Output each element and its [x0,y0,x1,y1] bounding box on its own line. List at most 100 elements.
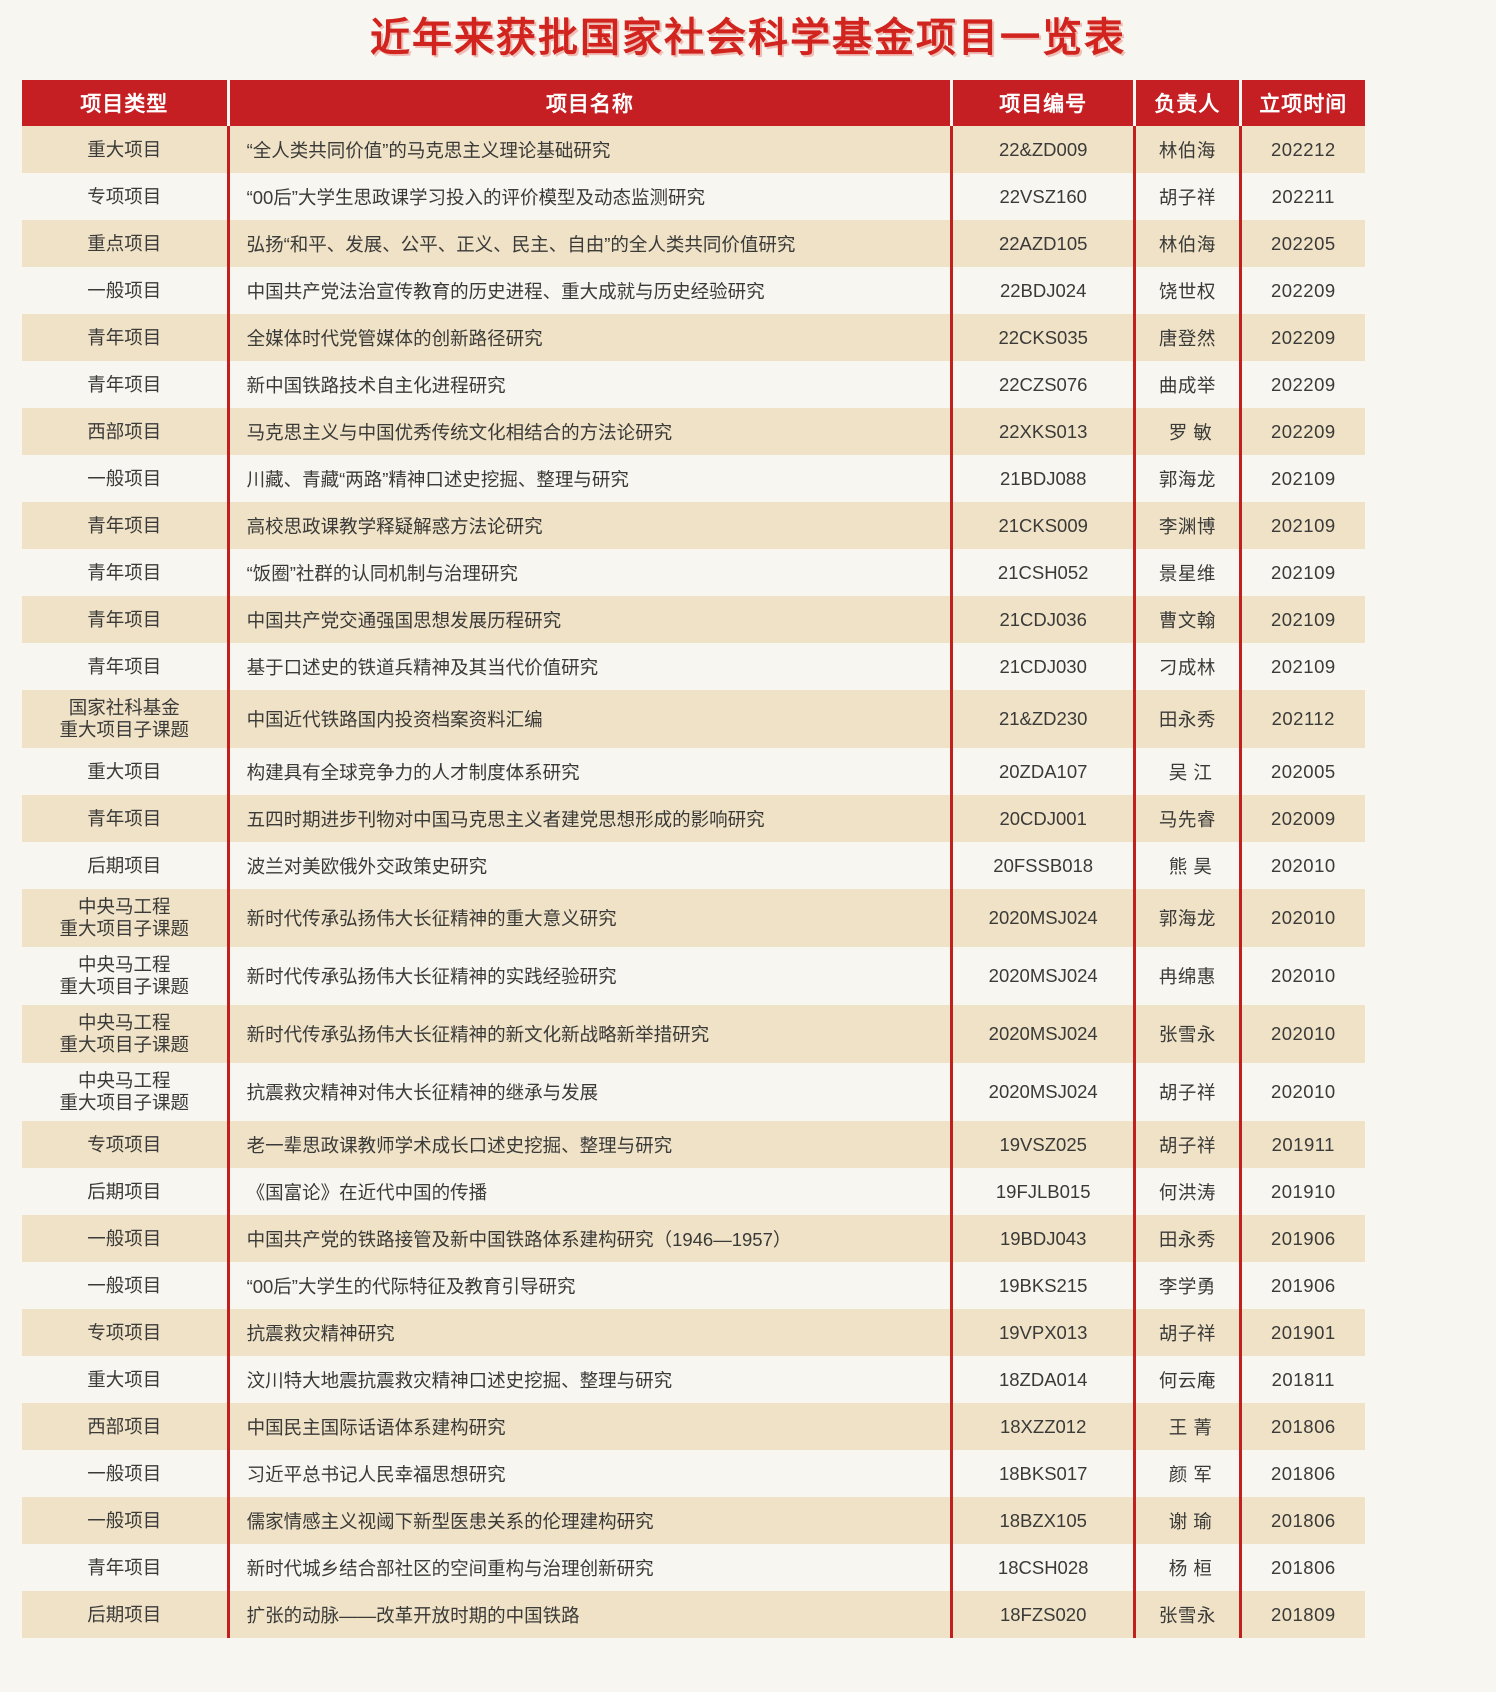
cell-project-name: 新时代城乡结合部社区的空间重构与治理创新研究 [226,1544,952,1591]
cell-approval-date: 201811 [1238,1356,1365,1403]
cell-project-leader: 张雪永 [1133,1005,1241,1063]
cell-project-type: 青年项目 [22,643,229,690]
page-title: 近年来获批国家社会科学基金项目一览表 [370,16,1126,60]
cell-project-code: 22VSZ160 [950,173,1135,220]
cell-approval-date: 201911 [1238,1121,1365,1168]
cell-project-leader: 唐登然 [1133,314,1241,361]
cell-project-leader: 刁成林 [1133,643,1241,690]
cell-project-name: 中国民主国际话语体系建构研究 [226,1403,952,1450]
cell-project-type: 青年项目 [22,795,229,842]
cell-approval-date: 202112 [1238,690,1365,748]
cell-approval-date: 201806 [1238,1450,1365,1497]
cell-project-name: 弘扬“和平、发展、公平、正义、民主、自由”的全人类共同价值研究 [226,220,952,267]
cell-project-leader: 何云庵 [1133,1356,1241,1403]
cell-project-leader: 胡子祥 [1133,1309,1241,1356]
cell-approval-date: 202209 [1238,408,1365,455]
cell-project-type: 中央马工程 重大项目子课题 [22,889,229,947]
cell-approval-date: 202211 [1238,173,1365,220]
grant-projects-table: 项目类型 项目名称 项目编号 负责人 立项时间 重大项目 “全人类共同价值”的马克… [22,80,1365,1638]
column-header-date: 立项时间 [1240,80,1365,126]
cell-project-name: 扩张的动脉——改革开放时期的中国铁路 [226,1591,952,1638]
cell-project-name: 汶川特大地震抗震救灾精神口述史挖掘、整理与研究 [226,1356,952,1403]
project-type-line-1: 中央马工程 [78,1012,171,1034]
cell-project-type: 一般项目 [22,1497,229,1544]
table-row: 重点项目 弘扬“和平、发展、公平、正义、民主、自由”的全人类共同价值研究 22AZD… [22,220,1365,267]
cell-project-code: 19VPX013 [950,1309,1135,1356]
cell-approval-date: 201910 [1238,1168,1365,1215]
cell-project-leader: 胡子祥 [1133,173,1241,220]
cell-project-type: 中央马工程 重大项目子课题 [22,1005,229,1063]
cell-project-leader: 王 菁 [1133,1403,1241,1450]
cell-project-code: 18CSH028 [950,1544,1135,1591]
cell-project-code: 2020MSJ024 [950,947,1135,1005]
cell-project-name: 抗震救灾精神对伟大长征精神的继承与发展 [226,1063,952,1121]
table-row: 重大项目 汶川特大地震抗震救灾精神口述史挖掘、整理与研究 18ZDA014 何云庵 20… [22,1356,1365,1403]
cell-project-leader: 林伯海 [1133,220,1241,267]
cell-approval-date: 202010 [1238,1005,1365,1063]
table-row: 专项项目 “00后”大学生思政课学习投入的评价模型及动态监测研究 22VSZ160 胡… [22,173,1365,220]
cell-project-type: 一般项目 [22,455,229,502]
cell-project-leader: 熊 昊 [1133,842,1241,889]
table-row: 后期项目 波兰对美欧俄外交政策史研究 20FSSB018 熊 昊 202010 [22,842,1365,889]
cell-project-type: 西部项目 [22,1403,229,1450]
cell-project-name: “00后”大学生的代际特征及教育引导研究 [226,1262,952,1309]
cell-project-type: 重大项目 [22,126,229,173]
table-row: 一般项目 习近平总书记人民幸福思想研究 18BKS017 颜 军 201806 [22,1450,1365,1497]
cell-project-type: 重大项目 [22,1356,229,1403]
cell-project-type: 重大项目 [22,748,229,795]
cell-project-name: 新时代传承弘扬伟大长征精神的实践经验研究 [226,947,952,1005]
cell-project-type: 青年项目 [22,502,229,549]
cell-project-code: 22AZD105 [950,220,1135,267]
table-row: 中央马工程 重大项目子课题 新时代传承弘扬伟大长征精神的实践经验研究 2020MSJ0… [22,947,1365,1005]
cell-project-code: 22BDJ024 [950,267,1135,314]
cell-project-name: 新时代传承弘扬伟大长征精神的新文化新战略新举措研究 [226,1005,952,1063]
table-row: 青年项目 高校思政课教学释疑解惑方法论研究 21CKS009 李渊博 202109 [22,502,1365,549]
table-row: 中央马工程 重大项目子课题 抗震救灾精神对伟大长征精神的继承与发展 2020MSJ02… [22,1063,1365,1121]
cell-approval-date: 202212 [1238,126,1365,173]
cell-project-leader: 林伯海 [1133,126,1241,173]
cell-project-name: 中国共产党交通强国思想发展历程研究 [226,596,952,643]
cell-project-name: “全人类共同价值”的马克思主义理论基础研究 [226,126,952,173]
cell-approval-date: 202009 [1238,795,1365,842]
cell-project-type: 后期项目 [22,842,229,889]
cell-project-code: 18BKS017 [950,1450,1135,1497]
cell-project-name: 全媒体时代党管媒体的创新路径研究 [226,314,952,361]
cell-project-name: 习近平总书记人民幸福思想研究 [226,1450,952,1497]
column-header-leader: 负责人 [1134,80,1242,126]
table-row: 一般项目 “00后”大学生的代际特征及教育引导研究 19BKS215 李学勇 20190… [22,1262,1365,1309]
cell-project-name: 川藏、青藏“两路”精神口述史挖掘、整理与研究 [226,455,952,502]
cell-project-name: 波兰对美欧俄外交政策史研究 [226,842,952,889]
cell-project-name: 五四时期进步刊物对中国马克思主义者建党思想形成的影响研究 [226,795,952,842]
cell-project-name: 中国共产党的铁路接管及新中国铁路体系建构研究（1946—1957） [226,1215,952,1262]
column-header-code: 项目编号 [951,80,1137,126]
cell-project-leader: 景星维 [1133,549,1241,596]
cell-approval-date: 202205 [1238,220,1365,267]
cell-project-type: 西部项目 [22,408,229,455]
cell-project-name: 中国共产党法治宣传教育的历史进程、重大成就与历史经验研究 [226,267,952,314]
cell-project-code: 21CDJ036 [950,596,1135,643]
project-type-line-2: 重大项目子课题 [59,1092,190,1113]
cell-approval-date: 202209 [1238,361,1365,408]
cell-project-name: 基于口述史的铁道兵精神及其当代价值研究 [226,643,952,690]
cell-project-code: 18BZX105 [950,1497,1135,1544]
cell-project-leader: 曹文翰 [1133,596,1241,643]
cell-project-code: 2020MSJ024 [950,1005,1135,1063]
project-type-line-1: 中央马工程 [78,896,171,918]
cell-project-leader: 胡子祥 [1133,1121,1241,1168]
cell-project-code: 21CKS009 [950,502,1135,549]
cell-project-leader: 吴 江 [1133,748,1241,795]
cell-project-leader: 郭海龙 [1133,455,1241,502]
cell-approval-date: 202209 [1238,267,1365,314]
cell-project-type: 后期项目 [22,1591,229,1638]
cell-project-code: 18ZDA014 [950,1356,1135,1403]
cell-project-name: 新中国铁路技术自主化进程研究 [226,361,952,408]
table-header-row: 项目类型 项目名称 项目编号 负责人 立项时间 [22,80,1365,126]
cell-project-leader: 胡子祥 [1133,1063,1241,1121]
cell-project-code: 22CZS076 [950,361,1135,408]
cell-project-name: 高校思政课教学释疑解惑方法论研究 [226,502,952,549]
cell-project-type: 青年项目 [22,549,229,596]
cell-approval-date: 202005 [1238,748,1365,795]
cell-project-type: 专项项目 [22,1121,229,1168]
table-row: 一般项目 中国共产党法治宣传教育的历史进程、重大成就与历史经验研究 22BDJ024… [22,267,1365,314]
cell-project-code: 19VSZ025 [950,1121,1135,1168]
